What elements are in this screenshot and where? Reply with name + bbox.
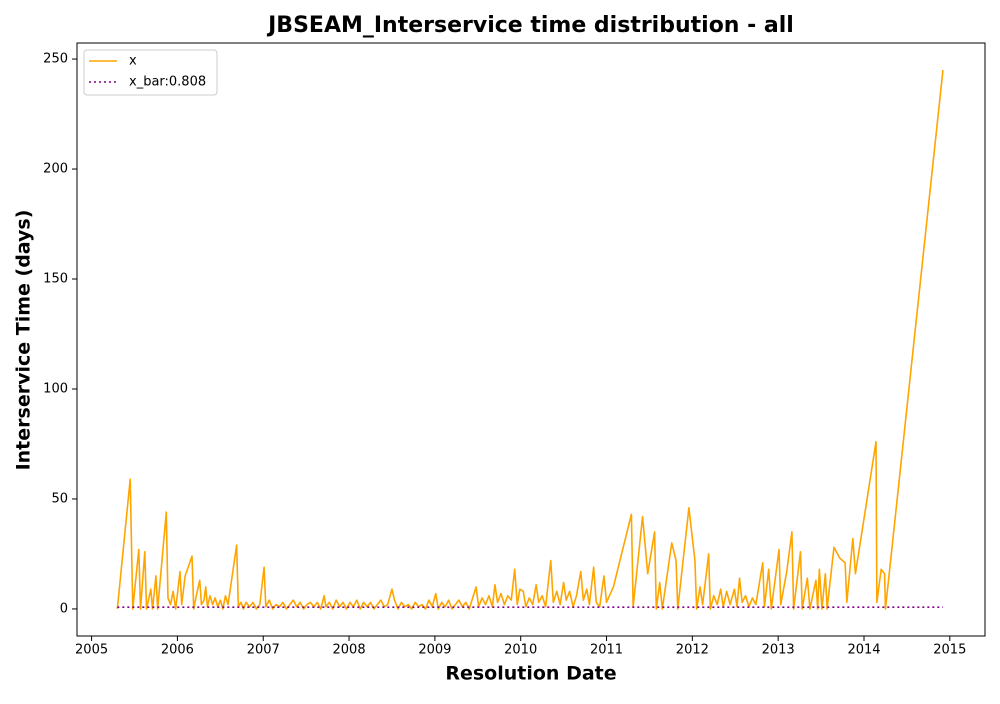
x-tick-label: 2005	[75, 643, 108, 658]
y-tick-label: 0	[60, 601, 68, 616]
x-tick-label: 2009	[418, 643, 451, 658]
axes-frame	[76, 42, 986, 637]
x-tick-label: 2010	[504, 643, 537, 658]
legend-label: x_bar:0.808	[129, 75, 206, 90]
x-tick-label: 2006	[161, 643, 194, 658]
legend: x x_bar:0.808	[83, 49, 218, 96]
series-line	[116, 69, 944, 610]
x-tick-label: 2008	[333, 643, 366, 658]
y-axis-label: Interservice Time (days)	[13, 210, 35, 471]
x-tick-label: 2015	[933, 643, 966, 658]
legend-label: x	[129, 54, 137, 69]
x-tick-label: 2013	[762, 643, 795, 658]
chart-title: JBSEAM_Interservice time distribution - …	[266, 13, 794, 38]
legend-box	[83, 49, 218, 96]
y-tick-label: 50	[51, 491, 68, 506]
y-tick-label: 250	[43, 52, 68, 67]
x-tick-label: 2012	[676, 643, 709, 658]
x-tick-label: 2007	[247, 643, 280, 658]
y-tick-label: 100	[43, 381, 68, 396]
x-tick-label: 2014	[847, 643, 880, 658]
y-tick-label: 200	[43, 162, 68, 177]
y-tick-label: 150	[43, 272, 68, 287]
x-tick-label: 2011	[590, 643, 623, 658]
x-axis-label: Resolution Date	[445, 663, 616, 685]
